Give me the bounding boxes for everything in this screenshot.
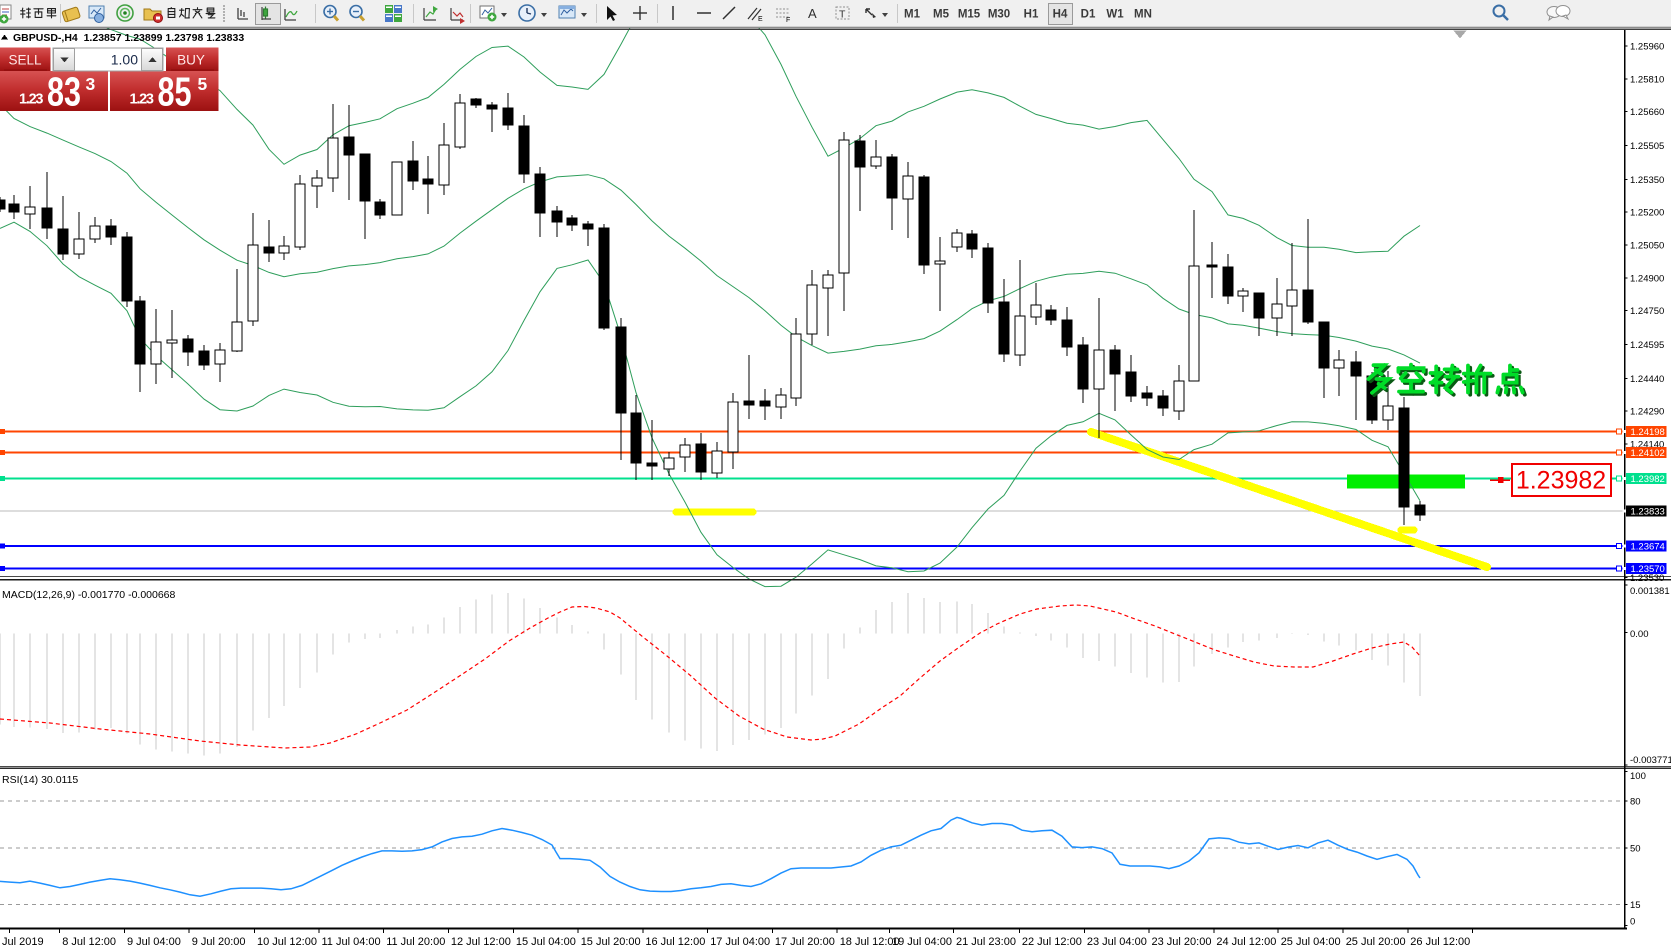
svg-text:83: 83 bbox=[47, 69, 81, 115]
svg-text:23 Jul 20:00: 23 Jul 20:00 bbox=[1152, 936, 1212, 948]
svg-text:RSI(14) 30.0115: RSI(14) 30.0115 bbox=[2, 774, 78, 786]
svg-text:M15: M15 bbox=[958, 9, 981, 21]
svg-text:Jul 2019: Jul 2019 bbox=[2, 936, 44, 948]
svg-text:H4: H4 bbox=[1053, 9, 1068, 21]
svg-text:10 Jul 12:00: 10 Jul 12:00 bbox=[257, 936, 317, 948]
svg-text:MACD(12,26,9) -0.001770 -0.000: MACD(12,26,9) -0.001770 -0.000668 bbox=[2, 589, 176, 601]
svg-text:1.24750: 1.24750 bbox=[1630, 306, 1664, 317]
svg-text:M1: M1 bbox=[904, 9, 921, 21]
svg-text:15 Jul 20:00: 15 Jul 20:00 bbox=[581, 936, 641, 948]
svg-text:SELL: SELL bbox=[8, 53, 42, 68]
svg-text:85: 85 bbox=[158, 69, 192, 115]
svg-text:1.25660: 1.25660 bbox=[1630, 107, 1664, 118]
svg-text:11 Jul 04:00: 11 Jul 04:00 bbox=[322, 936, 381, 948]
svg-text:25 Jul 20:00: 25 Jul 20:00 bbox=[1346, 936, 1406, 948]
svg-text:25 Jul 04:00: 25 Jul 04:00 bbox=[1281, 936, 1341, 948]
svg-text:1.24102: 1.24102 bbox=[1631, 448, 1665, 459]
svg-text:W1: W1 bbox=[1106, 9, 1124, 21]
svg-text:17 Jul 04:00: 17 Jul 04:00 bbox=[710, 936, 770, 948]
svg-text:21 Jul 23:00: 21 Jul 23:00 bbox=[956, 936, 1016, 948]
svg-text:0: 0 bbox=[1630, 917, 1635, 928]
svg-text:1.24900: 1.24900 bbox=[1630, 273, 1664, 284]
svg-text:1.25050: 1.25050 bbox=[1630, 241, 1664, 252]
svg-text:1.25960: 1.25960 bbox=[1630, 42, 1664, 53]
svg-text:1.23674: 1.23674 bbox=[1631, 541, 1665, 552]
svg-text:MN: MN bbox=[1134, 9, 1152, 21]
svg-text:E: E bbox=[758, 16, 763, 23]
svg-text:9 Jul 04:00: 9 Jul 04:00 bbox=[127, 936, 181, 948]
svg-text:3: 3 bbox=[86, 74, 96, 94]
svg-text:1.23982: 1.23982 bbox=[1631, 474, 1665, 485]
svg-text:1.25810: 1.25810 bbox=[1630, 74, 1664, 85]
svg-text:1.24595: 1.24595 bbox=[1630, 340, 1664, 351]
svg-text:24 Jul 12:00: 24 Jul 12:00 bbox=[1216, 936, 1276, 948]
svg-text:1.24290: 1.24290 bbox=[1630, 407, 1664, 418]
svg-text:1.23570: 1.23570 bbox=[1631, 564, 1665, 575]
svg-text:50: 50 bbox=[1630, 844, 1641, 855]
svg-text:1.23: 1.23 bbox=[19, 92, 44, 108]
svg-text:F: F bbox=[786, 17, 790, 24]
svg-text:9 Jul 20:00: 9 Jul 20:00 bbox=[192, 936, 246, 948]
svg-text:26 Jul 12:00: 26 Jul 12:00 bbox=[1410, 936, 1470, 948]
svg-text:1.25350: 1.25350 bbox=[1630, 175, 1664, 186]
svg-text:1.25505: 1.25505 bbox=[1630, 141, 1664, 152]
svg-text:17 Jul 20:00: 17 Jul 20:00 bbox=[775, 936, 835, 948]
svg-text:12 Jul 12:00: 12 Jul 12:00 bbox=[451, 936, 511, 948]
svg-text:H1: H1 bbox=[1024, 9, 1039, 21]
svg-text:100: 100 bbox=[1630, 771, 1646, 782]
svg-text:0.001381: 0.001381 bbox=[1630, 586, 1670, 597]
svg-text:BUY: BUY bbox=[177, 53, 205, 68]
svg-text:15: 15 bbox=[1630, 900, 1641, 911]
svg-text:18 Jul 12:00: 18 Jul 12:00 bbox=[840, 936, 900, 948]
svg-text:M30: M30 bbox=[988, 9, 1010, 21]
svg-text:11 Jul 20:00: 11 Jul 20:00 bbox=[386, 936, 445, 948]
svg-text:1.23982: 1.23982 bbox=[1516, 467, 1606, 495]
svg-text:5: 5 bbox=[198, 74, 208, 94]
svg-text:22 Jul 12:00: 22 Jul 12:00 bbox=[1022, 936, 1082, 948]
svg-text:23 Jul 04:00: 23 Jul 04:00 bbox=[1087, 936, 1147, 948]
svg-text:1.23833: 1.23833 bbox=[1631, 507, 1665, 518]
svg-text:1.24440: 1.24440 bbox=[1630, 374, 1664, 385]
svg-text:1.00: 1.00 bbox=[111, 52, 138, 68]
svg-text:-0.003771: -0.003771 bbox=[1630, 755, 1671, 766]
svg-text:80: 80 bbox=[1630, 797, 1641, 808]
svg-text:1.23530: 1.23530 bbox=[1630, 573, 1664, 584]
svg-text:16 Jul 12:00: 16 Jul 12:00 bbox=[645, 936, 705, 948]
svg-text:1.23: 1.23 bbox=[130, 92, 155, 108]
svg-text:8 Jul 12:00: 8 Jul 12:00 bbox=[62, 936, 116, 948]
svg-text:1.24140: 1.24140 bbox=[1630, 440, 1664, 451]
svg-text:15 Jul 04:00: 15 Jul 04:00 bbox=[516, 936, 576, 948]
svg-text:19 Jul 04:00: 19 Jul 04:00 bbox=[892, 936, 952, 948]
svg-text:M5: M5 bbox=[933, 9, 950, 21]
svg-text:D1: D1 bbox=[1081, 9, 1096, 21]
svg-text:GBPUSD-,H4 1.23857 1.23899 1.: GBPUSD-,H4 1.23857 1.23899 1.23798 1.238… bbox=[13, 32, 244, 44]
svg-text:1.25200: 1.25200 bbox=[1630, 208, 1664, 219]
svg-text:0.00: 0.00 bbox=[1630, 629, 1649, 640]
svg-text:1.24198: 1.24198 bbox=[1631, 427, 1665, 438]
svg-text:A: A bbox=[808, 6, 817, 21]
svg-text:T: T bbox=[839, 9, 846, 21]
